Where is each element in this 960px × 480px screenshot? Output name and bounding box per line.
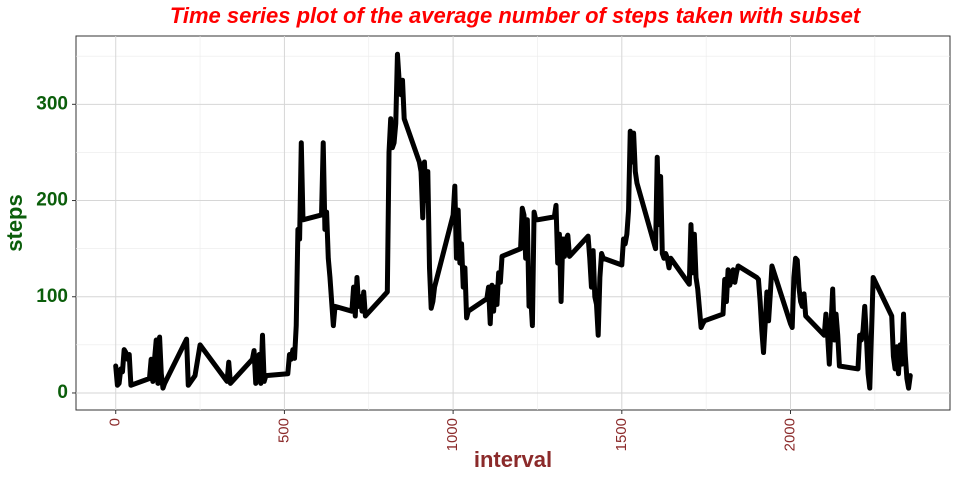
x-axis-label: interval [474, 447, 552, 472]
data-line [113, 51, 913, 391]
marks [113, 51, 913, 391]
y-tick-label: 200 [36, 190, 68, 211]
x-tick-label: 0 [107, 418, 124, 426]
chart-title: Time series plot of the average number o… [170, 3, 862, 28]
x-tick-label: 2000 [781, 418, 798, 451]
x-tick-label: 500 [275, 418, 292, 443]
y-tick-label: 0 [57, 382, 68, 403]
x-tick-label: 1500 [613, 418, 630, 451]
y-tick-label: 100 [36, 286, 68, 307]
y-axis-label: steps [2, 194, 27, 251]
y-tick-label: 300 [36, 93, 68, 114]
x-tick-label: 1000 [444, 418, 461, 451]
plot-panel [75, 35, 951, 411]
